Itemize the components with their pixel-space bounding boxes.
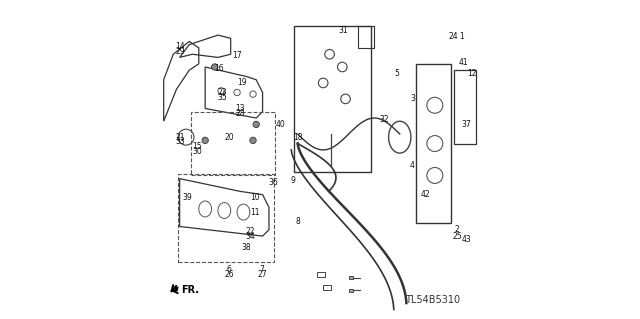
Text: 43: 43 (462, 235, 472, 244)
Bar (317, 272, 324, 277)
Text: 37: 37 (462, 120, 472, 129)
Text: 2: 2 (455, 225, 460, 234)
Text: 5: 5 (394, 69, 399, 78)
Text: 18: 18 (294, 133, 303, 142)
Text: 15: 15 (193, 142, 202, 151)
Text: 28: 28 (236, 109, 245, 118)
Text: 16: 16 (214, 64, 225, 73)
Text: 4: 4 (410, 161, 415, 170)
Text: 24: 24 (449, 32, 458, 41)
Text: 29: 29 (175, 47, 185, 56)
Text: 21: 21 (175, 133, 185, 142)
Bar (349, 289, 353, 292)
Text: 30: 30 (192, 147, 202, 156)
Text: 27: 27 (257, 270, 267, 279)
Text: 9: 9 (291, 176, 295, 185)
Text: 25: 25 (452, 232, 462, 241)
Circle shape (253, 121, 259, 128)
Circle shape (250, 137, 256, 144)
Text: 1: 1 (460, 32, 465, 41)
Text: 20: 20 (224, 133, 234, 142)
Text: FR.: FR. (181, 285, 199, 295)
Text: 31: 31 (338, 26, 348, 35)
Text: 35: 35 (218, 93, 228, 102)
Text: 7: 7 (259, 265, 264, 274)
Bar (323, 285, 331, 290)
Text: 42: 42 (420, 190, 430, 199)
Text: 39: 39 (183, 193, 193, 202)
Text: TL54B5310: TL54B5310 (405, 295, 460, 305)
Text: 26: 26 (224, 270, 234, 279)
Text: 36: 36 (269, 178, 278, 187)
Text: 33: 33 (175, 137, 185, 146)
Text: 38: 38 (242, 243, 252, 252)
Bar (349, 276, 353, 279)
Text: 41: 41 (459, 58, 468, 67)
Circle shape (202, 137, 209, 144)
Text: 11: 11 (250, 208, 259, 217)
Text: 34: 34 (245, 232, 255, 241)
Text: 13: 13 (236, 104, 245, 113)
Text: 19: 19 (237, 78, 246, 87)
Text: 22: 22 (245, 227, 255, 236)
Text: 6: 6 (227, 265, 232, 274)
Text: 12: 12 (467, 69, 476, 78)
Text: 8: 8 (295, 217, 300, 226)
Text: 32: 32 (379, 115, 388, 124)
Text: 17: 17 (232, 51, 242, 60)
Text: 10: 10 (250, 193, 259, 202)
Text: 14: 14 (175, 42, 185, 51)
Text: 23: 23 (218, 88, 227, 97)
Text: 40: 40 (275, 120, 285, 129)
Text: 3: 3 (410, 94, 415, 103)
Circle shape (212, 64, 218, 70)
